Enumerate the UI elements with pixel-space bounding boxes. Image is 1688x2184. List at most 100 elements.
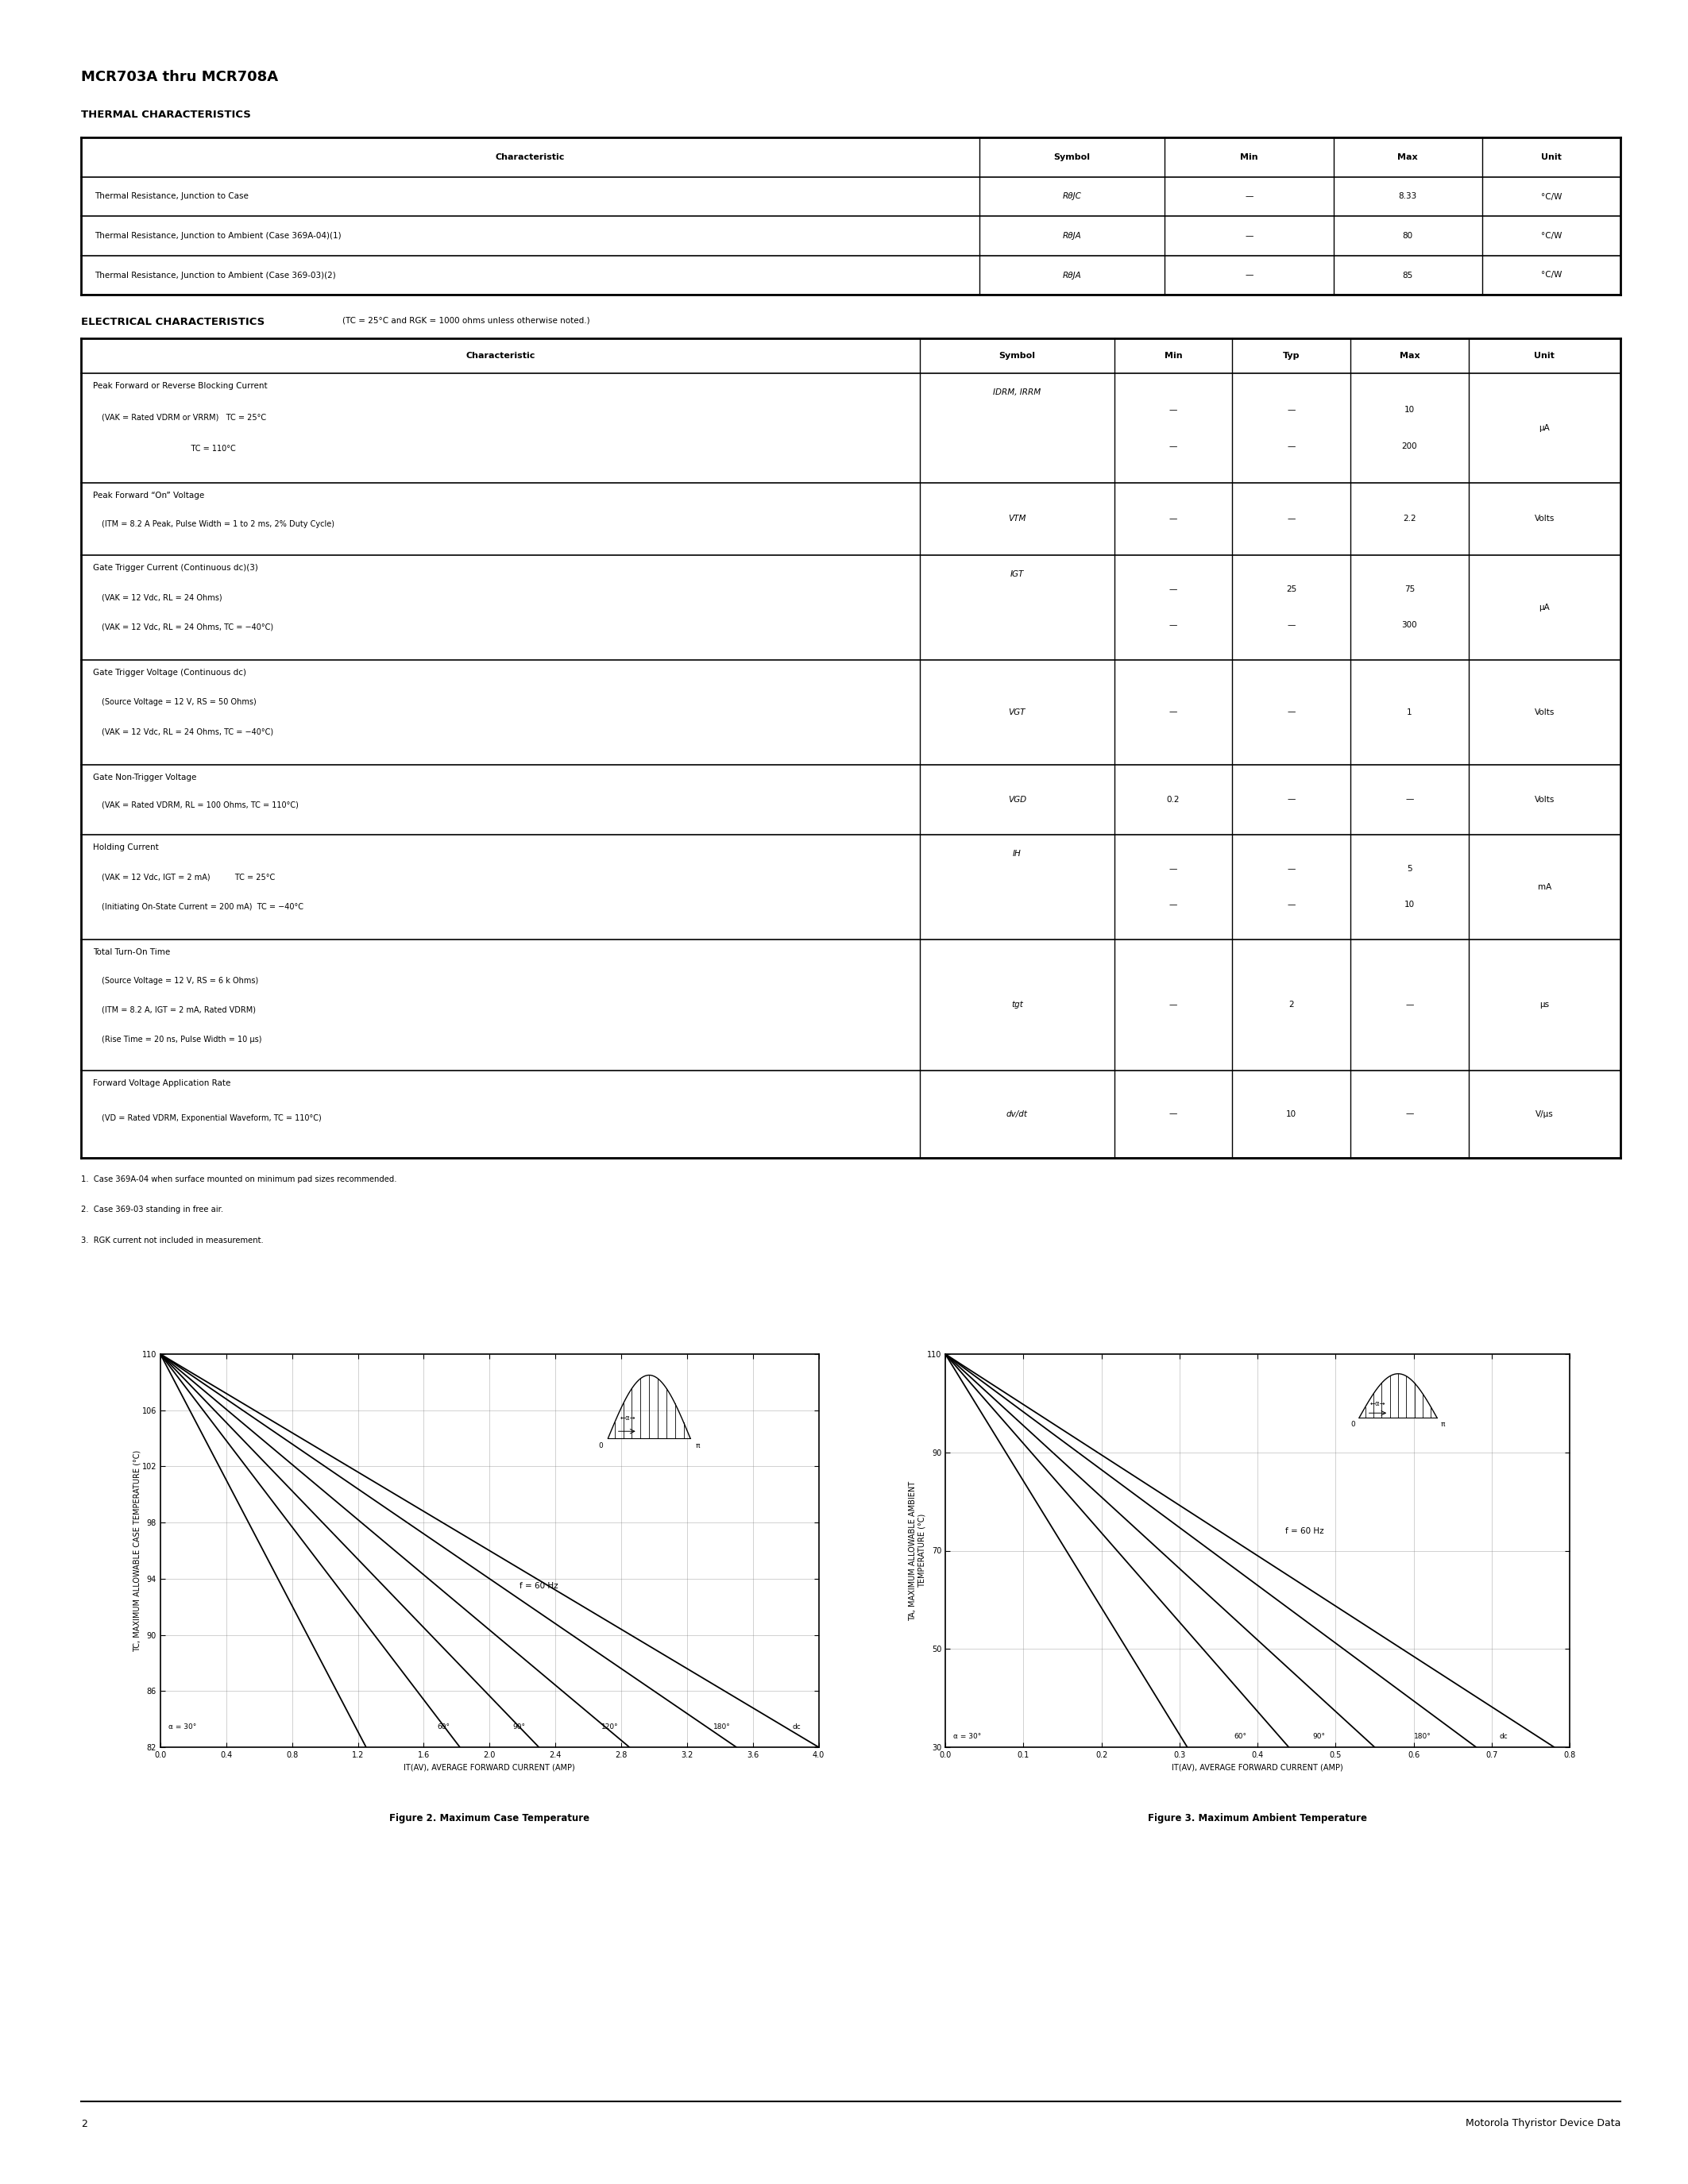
Text: RθJA: RθJA — [1062, 232, 1082, 240]
Text: 10: 10 — [1404, 406, 1415, 413]
Text: 120°: 120° — [601, 1723, 618, 1730]
Text: —: — — [1406, 1109, 1413, 1118]
Text: π: π — [1442, 1420, 1445, 1428]
Text: V/μs: V/μs — [1536, 1109, 1553, 1118]
Text: dv/dt: dv/dt — [1006, 1109, 1028, 1118]
Text: Max: Max — [1398, 153, 1418, 162]
Text: —: — — [1288, 795, 1295, 804]
Text: Gate Trigger Current (Continuous dc)(3): Gate Trigger Current (Continuous dc)(3) — [93, 563, 258, 572]
Text: tgt: tgt — [1011, 1000, 1023, 1009]
Text: —: — — [1288, 406, 1295, 413]
Text: 85: 85 — [1403, 271, 1413, 280]
Text: —: — — [1170, 900, 1177, 909]
Text: 180°: 180° — [1415, 1732, 1431, 1741]
Text: °C/W: °C/W — [1541, 192, 1561, 201]
Text: 1.  Case 369A-04 when surface mounted on minimum pad sizes recommended.: 1. Case 369A-04 when surface mounted on … — [81, 1175, 397, 1184]
Text: —: — — [1170, 620, 1177, 629]
Text: α = 30°: α = 30° — [954, 1732, 981, 1741]
Text: IH: IH — [1013, 850, 1021, 858]
Text: Min: Min — [1241, 153, 1258, 162]
Text: —: — — [1246, 192, 1252, 201]
Text: —: — — [1288, 515, 1295, 522]
Text: ELECTRICAL CHARACTERISTICS: ELECTRICAL CHARACTERISTICS — [81, 317, 265, 328]
X-axis label: IT(AV), AVERAGE FORWARD CURRENT (AMP): IT(AV), AVERAGE FORWARD CURRENT (AMP) — [403, 1762, 576, 1771]
Text: IDRM, IRRM: IDRM, IRRM — [993, 389, 1041, 397]
Text: —: — — [1288, 620, 1295, 629]
Text: ←α→: ←α→ — [1371, 1400, 1386, 1406]
Text: (VAK = 12 Vdc, RL = 24 Ohms): (VAK = 12 Vdc, RL = 24 Ohms) — [101, 594, 221, 601]
Text: 3.  RGK current not included in measurement.: 3. RGK current not included in measureme… — [81, 1236, 263, 1245]
Text: Typ: Typ — [1283, 352, 1300, 360]
Text: 2.2: 2.2 — [1403, 515, 1416, 522]
Text: (TC = 25°C and RGK = 1000 ohms unless otherwise noted.): (TC = 25°C and RGK = 1000 ohms unless ot… — [343, 317, 591, 325]
Text: Motorola Thyristor Device Data: Motorola Thyristor Device Data — [1465, 2118, 1620, 2129]
Text: π: π — [695, 1444, 699, 1450]
Text: (Initiating On-State Current = 200 mA)  TC = −40°C: (Initiating On-State Current = 200 mA) T… — [101, 902, 304, 911]
Text: —: — — [1246, 271, 1252, 280]
Text: MCR703A thru MCR708A: MCR703A thru MCR708A — [81, 70, 279, 85]
Text: 8.33: 8.33 — [1399, 192, 1416, 201]
Text: TC = 110°C: TC = 110°C — [101, 446, 235, 452]
Text: VGT: VGT — [1008, 708, 1026, 716]
Text: 0: 0 — [1350, 1420, 1355, 1428]
Text: 0: 0 — [599, 1444, 603, 1450]
Text: Figure 3. Maximum Ambient Temperature: Figure 3. Maximum Ambient Temperature — [1148, 1813, 1367, 1824]
Text: μA: μA — [1539, 603, 1550, 612]
Text: (ITM = 8.2 A Peak, Pulse Width = 1 to 2 ms, 2% Duty Cycle): (ITM = 8.2 A Peak, Pulse Width = 1 to 2 … — [101, 520, 334, 529]
Text: Max: Max — [1399, 352, 1420, 360]
Text: —: — — [1288, 443, 1295, 450]
Text: Unit: Unit — [1541, 153, 1561, 162]
Text: —: — — [1406, 1000, 1413, 1009]
X-axis label: IT(AV), AVERAGE FORWARD CURRENT (AMP): IT(AV), AVERAGE FORWARD CURRENT (AMP) — [1171, 1762, 1344, 1771]
Text: —: — — [1170, 1000, 1177, 1009]
Text: Characteristic: Characteristic — [466, 352, 535, 360]
Text: Volts: Volts — [1534, 515, 1555, 522]
Text: (ITM = 8.2 A, IGT = 2 mA, Rated VDRM): (ITM = 8.2 A, IGT = 2 mA, Rated VDRM) — [101, 1007, 255, 1013]
Text: 1: 1 — [1406, 708, 1413, 716]
Text: —: — — [1288, 865, 1295, 874]
Text: Total Turn-On Time: Total Turn-On Time — [93, 948, 170, 957]
Text: μs: μs — [1539, 1000, 1550, 1009]
Y-axis label: TC, MAXIMUM ALLOWABLE CASE TEMPERATURE (°C): TC, MAXIMUM ALLOWABLE CASE TEMPERATURE (… — [133, 1450, 140, 1651]
Text: Gate Non-Trigger Voltage: Gate Non-Trigger Voltage — [93, 773, 196, 782]
Text: f = 60 Hz: f = 60 Hz — [520, 1581, 559, 1590]
Text: Figure 2. Maximum Case Temperature: Figure 2. Maximum Case Temperature — [390, 1813, 589, 1824]
Text: —: — — [1170, 443, 1177, 450]
Text: —: — — [1170, 865, 1177, 874]
Text: (VAK = 12 Vdc, RL = 24 Ohms, TC = −40°C): (VAK = 12 Vdc, RL = 24 Ohms, TC = −40°C) — [101, 622, 273, 631]
Text: 2.  Case 369-03 standing in free air.: 2. Case 369-03 standing in free air. — [81, 1206, 223, 1214]
Text: —: — — [1288, 900, 1295, 909]
Text: 300: 300 — [1401, 620, 1418, 629]
Text: 0.2: 0.2 — [1166, 795, 1180, 804]
Text: Volts: Volts — [1534, 795, 1555, 804]
Text: 75: 75 — [1404, 585, 1415, 594]
Text: —: — — [1170, 406, 1177, 413]
Text: °C/W: °C/W — [1541, 232, 1561, 240]
Text: °C/W: °C/W — [1541, 271, 1561, 280]
Text: RθJC: RθJC — [1062, 192, 1082, 201]
Y-axis label: TA, MAXIMUM ALLOWABLE AMBIENT
TEMPERATURE (°C): TA, MAXIMUM ALLOWABLE AMBIENT TEMPERATUR… — [908, 1481, 925, 1621]
Text: —: — — [1288, 708, 1295, 716]
Text: mA: mA — [1538, 882, 1551, 891]
Text: α = 30°: α = 30° — [169, 1723, 196, 1730]
Text: (Source Voltage = 12 V, RS = 50 Ohms): (Source Voltage = 12 V, RS = 50 Ohms) — [101, 699, 257, 705]
Text: Peak Forward or Reverse Blocking Current: Peak Forward or Reverse Blocking Current — [93, 382, 267, 391]
Text: Holding Current: Holding Current — [93, 843, 159, 852]
Text: —: — — [1406, 795, 1413, 804]
Text: (VAK = Rated VDRM or VRRM)   TC = 25°C: (VAK = Rated VDRM or VRRM) TC = 25°C — [101, 413, 265, 422]
Text: (VAK = Rated VDRM, RL = 100 Ohms, TC = 110°C): (VAK = Rated VDRM, RL = 100 Ohms, TC = 1… — [101, 802, 299, 808]
Text: Unit: Unit — [1534, 352, 1555, 360]
Text: Volts: Volts — [1534, 708, 1555, 716]
Text: Peak Forward “On” Voltage: Peak Forward “On” Voltage — [93, 491, 204, 500]
Text: Thermal Resistance, Junction to Ambient (Case 369A-04)(1): Thermal Resistance, Junction to Ambient … — [95, 232, 341, 240]
Text: 80: 80 — [1403, 232, 1413, 240]
Text: Gate Trigger Voltage (Continuous dc): Gate Trigger Voltage (Continuous dc) — [93, 668, 246, 677]
Text: 25: 25 — [1286, 585, 1296, 594]
Text: (Rise Time = 20 ns, Pulse Width = 10 μs): (Rise Time = 20 ns, Pulse Width = 10 μs) — [101, 1035, 262, 1044]
Text: 180°: 180° — [714, 1723, 731, 1730]
Text: RθJA: RθJA — [1062, 271, 1082, 280]
Text: Characteristic: Characteristic — [495, 153, 565, 162]
Text: ←α→: ←α→ — [619, 1415, 635, 1422]
Text: —: — — [1170, 1109, 1177, 1118]
Text: (Source Voltage = 12 V, RS = 6 k Ohms): (Source Voltage = 12 V, RS = 6 k Ohms) — [101, 976, 258, 985]
